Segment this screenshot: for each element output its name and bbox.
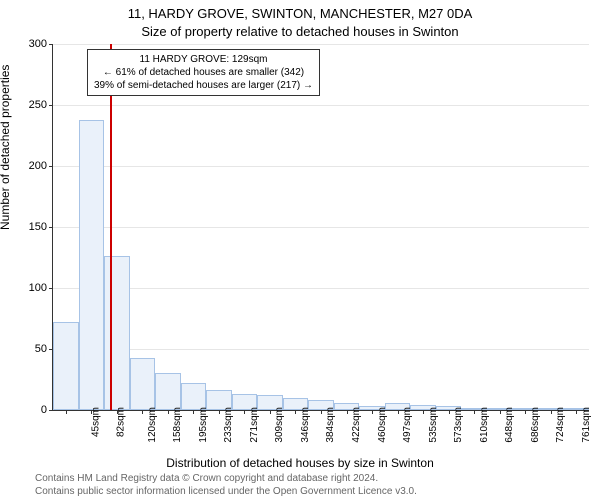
xtick-label: 120sqm — [147, 407, 158, 443]
xtick-label: 724sqm — [555, 407, 566, 443]
gridline — [53, 227, 589, 228]
xtick-label: 346sqm — [300, 407, 311, 443]
chart-title-line1: 11, HARDY GROVE, SWINTON, MANCHESTER, M2… — [0, 6, 600, 21]
ytick-label: 100 — [29, 282, 53, 294]
xtick-label: 422sqm — [351, 407, 362, 443]
histogram-bar — [130, 358, 156, 410]
chart-title-line2: Size of property relative to detached ho… — [0, 24, 600, 39]
histogram-bar — [79, 120, 105, 410]
xtick-mark — [321, 410, 322, 414]
annotation-line: 39% of semi-detached houses are larger (… — [94, 79, 313, 92]
ytick-label: 200 — [29, 160, 53, 172]
histogram-bar — [104, 256, 130, 410]
annotation-box: 11 HARDY GROVE: 129sqm← 61% of detached … — [87, 49, 320, 96]
footnote-line1: Contains HM Land Registry data © Crown c… — [35, 473, 417, 486]
x-axis-label: Distribution of detached houses by size … — [0, 456, 600, 470]
gridline — [53, 288, 589, 289]
xtick-mark — [168, 410, 169, 414]
gridline — [53, 105, 589, 106]
ytick-label: 50 — [35, 343, 53, 355]
footnote: Contains HM Land Registry data © Crown c… — [35, 473, 417, 498]
xtick-mark — [500, 410, 501, 414]
xtick-label: 384sqm — [326, 407, 337, 443]
xtick-mark — [525, 410, 526, 414]
xtick-label: 309sqm — [275, 407, 286, 443]
xtick-mark — [576, 410, 577, 414]
footnote-line2: Contains public sector information licen… — [35, 486, 417, 499]
ytick-label: 150 — [29, 221, 53, 233]
histogram-chart: 11, HARDY GROVE, SWINTON, MANCHESTER, M2… — [0, 0, 600, 500]
gridline — [53, 44, 589, 45]
xtick-label: 195sqm — [198, 407, 209, 443]
xtick-label: 761sqm — [581, 407, 592, 443]
gridline — [53, 349, 589, 350]
xtick-mark — [449, 410, 450, 414]
xtick-mark — [347, 410, 348, 414]
xtick-mark — [551, 410, 552, 414]
xtick-label: 497sqm — [402, 407, 413, 443]
property-marker-line — [110, 44, 112, 410]
xtick-mark — [474, 410, 475, 414]
gridline — [53, 166, 589, 167]
histogram-bar — [53, 322, 79, 410]
plot-area: 05010015020025030045sqm82sqm120sqm158sqm… — [52, 44, 589, 411]
xtick-label: 610sqm — [479, 407, 490, 443]
ytick-label: 250 — [29, 99, 53, 111]
xtick-label: 460sqm — [377, 407, 388, 443]
xtick-mark — [295, 410, 296, 414]
xtick-mark — [91, 410, 92, 414]
xtick-mark — [423, 410, 424, 414]
xtick-mark — [193, 410, 194, 414]
annotation-line: 11 HARDY GROVE: 129sqm — [94, 53, 313, 66]
xtick-mark — [117, 410, 118, 414]
xtick-mark — [372, 410, 373, 414]
xtick-label: 158sqm — [172, 407, 183, 443]
xtick-label: 233sqm — [223, 407, 234, 443]
xtick-label: 271sqm — [249, 407, 260, 443]
xtick-mark — [398, 410, 399, 414]
xtick-label: 648sqm — [504, 407, 515, 443]
ytick-label: 300 — [29, 38, 53, 50]
xtick-mark — [270, 410, 271, 414]
xtick-label: 686sqm — [530, 407, 541, 443]
xtick-mark — [244, 410, 245, 414]
xtick-mark — [142, 410, 143, 414]
ytick-label: 0 — [41, 404, 53, 416]
annotation-line: ← 61% of detached houses are smaller (34… — [94, 66, 313, 79]
y-axis-label: Number of detached properties — [0, 65, 12, 230]
xtick-mark — [66, 410, 67, 414]
histogram-bar — [155, 373, 181, 410]
xtick-label: 573sqm — [453, 407, 464, 443]
histogram-bar — [181, 383, 207, 410]
xtick-mark — [219, 410, 220, 414]
xtick-label: 535sqm — [428, 407, 439, 443]
